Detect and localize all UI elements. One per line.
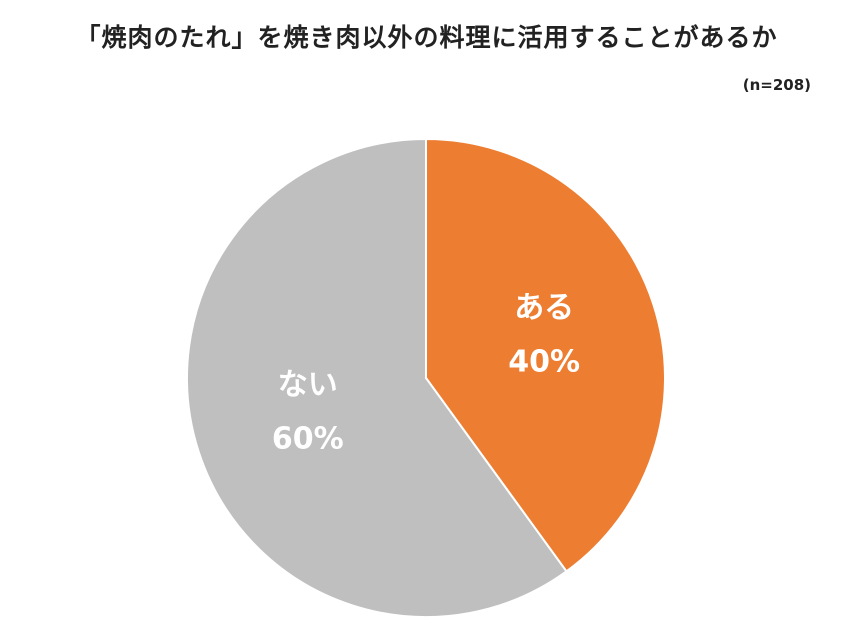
pie-slice-2 bbox=[186, 137, 568, 618]
pie-slice-1 bbox=[425, 137, 666, 573]
chart-title: 「焼肉のたれ」を焼き肉以外の料理に活用することがあるか bbox=[75, 23, 778, 52]
slice-label-1: ある bbox=[514, 291, 574, 326]
slice-label-2: ない bbox=[278, 367, 338, 402]
sample-size-note: (n=208) bbox=[742, 76, 811, 94]
slice-value-label-1: 40% bbox=[508, 345, 580, 380]
slice-value-label-2: 60% bbox=[272, 421, 344, 456]
